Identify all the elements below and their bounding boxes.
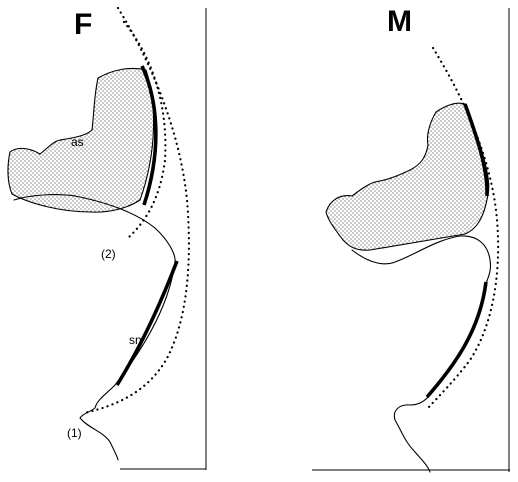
panel-f-label-point2: (2) <box>101 247 116 261</box>
panel-m-profile-upper <box>351 235 492 287</box>
panel-f: F as sn (2) (1) <box>7 6 207 470</box>
panel-f-profile-nose <box>79 261 176 461</box>
panel-f-label-sinus: as <box>71 135 84 149</box>
panel-m-air-sinus <box>325 102 490 251</box>
panel-m: M <box>312 5 510 473</box>
panel-f-letter: F <box>74 8 92 41</box>
panel-m-reference-line <box>426 46 500 410</box>
panel-f-profile-upper <box>13 194 176 263</box>
panel-m-nasal-contour <box>425 281 488 399</box>
panel-m-letter: M <box>387 5 412 38</box>
panel-f-reference-line-outer <box>82 6 191 415</box>
panel-f-frontal-contour <box>140 65 158 206</box>
panel-f-label-nose: sn <box>129 333 142 347</box>
panel-m-frontal-contour <box>463 103 489 197</box>
panel-f-nasal-contour <box>115 260 179 386</box>
panel-f-label-point1: (1) <box>67 426 82 440</box>
